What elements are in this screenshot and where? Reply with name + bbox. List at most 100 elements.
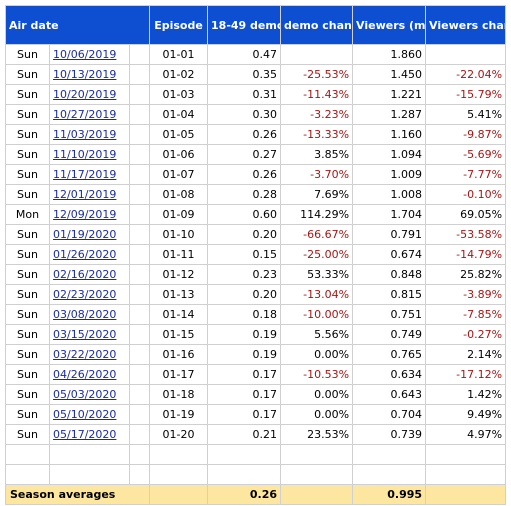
viewers-millions: 1.704 xyxy=(352,204,427,225)
demo-change: 7.69% xyxy=(280,184,354,205)
viewers-change: -15.79% xyxy=(425,84,507,105)
air-date-cell: 11/03/2019 xyxy=(49,124,130,145)
table-row: Sun 02/23/2020 01-13 0.20 -13.04% 0.815 -3.89% xyxy=(5,284,507,305)
blank-row xyxy=(5,444,507,465)
header-viewers[interactable]: Viewers (millions) xyxy=(352,5,427,45)
spacer-cell xyxy=(128,364,151,385)
air-date-link[interactable]: 11/17/2019 xyxy=(53,168,117,181)
viewers-millions: 0.765 xyxy=(352,344,427,365)
blank-cell xyxy=(49,464,130,485)
viewers-millions: 0.634 xyxy=(352,364,427,385)
ratings-table: Air date Episode 18-49 demo demo change … xyxy=(4,5,507,505)
viewers-millions: 1.450 xyxy=(352,64,427,85)
episode-number: 01-15 xyxy=(149,324,209,345)
demo-rating: 0.19 xyxy=(207,324,282,345)
header-demo-change[interactable]: demo change xyxy=(280,5,354,45)
air-date-link[interactable]: 01/26/2020 xyxy=(53,248,117,261)
air-date-cell: 12/09/2019 xyxy=(49,204,130,225)
air-date-link[interactable]: 11/03/2019 xyxy=(53,128,117,141)
header-viewers-change[interactable]: Viewers change xyxy=(425,5,507,45)
demo-rating: 0.26 xyxy=(207,124,282,145)
viewers-change: 9.49% xyxy=(425,404,507,425)
air-date-link[interactable]: 10/13/2019 xyxy=(53,68,117,81)
demo-change: -3.23% xyxy=(280,104,354,125)
air-day: Sun xyxy=(5,364,50,385)
air-date-link[interactable]: 10/06/2019 xyxy=(53,48,117,61)
table-row: Sun 05/03/2020 01-18 0.17 0.00% 0.643 1.42% xyxy=(5,384,507,405)
spacer-cell xyxy=(128,304,151,325)
blank-row xyxy=(5,464,507,485)
table-row: Sun 10/20/2019 01-03 0.31 -11.43% 1.221 -15.79… xyxy=(5,84,507,105)
blank-cell xyxy=(352,444,427,465)
blank-cell xyxy=(128,444,151,465)
blank-cell xyxy=(352,464,427,485)
demo-change: -25.00% xyxy=(280,244,354,265)
viewers-millions: 1.160 xyxy=(352,124,427,145)
table-row: Sun 05/10/2020 01-19 0.17 0.00% 0.704 9.49% xyxy=(5,404,507,425)
demo-rating: 0.17 xyxy=(207,364,282,385)
demo-change: -25.53% xyxy=(280,64,354,85)
air-date-link[interactable]: 04/26/2020 xyxy=(53,368,117,381)
demo-change xyxy=(280,44,354,65)
air-date-link[interactable]: 10/27/2019 xyxy=(53,108,117,121)
viewers-change: 2.14% xyxy=(425,344,507,365)
viewers-change: -9.87% xyxy=(425,124,507,145)
air-day: Sun xyxy=(5,64,50,85)
air-date-link[interactable]: 05/10/2020 xyxy=(53,408,117,421)
header-demo[interactable]: 18-49 demo xyxy=(207,5,282,45)
episode-number: 01-07 xyxy=(149,164,209,185)
table-row: Sun 03/22/2020 01-16 0.19 0.00% 0.765 2.14% xyxy=(5,344,507,365)
demo-rating: 0.26 xyxy=(207,164,282,185)
header-air-date[interactable]: Air date xyxy=(4,5,151,45)
table-body: Sun 10/06/2019 01-01 0.47 1.860 Sun 10/13/2019… xyxy=(5,44,507,445)
air-date-link[interactable]: 02/23/2020 xyxy=(53,288,117,301)
air-date-link[interactable]: 05/03/2020 xyxy=(53,388,117,401)
demo-rating: 0.18 xyxy=(207,304,282,325)
air-date-link[interactable]: 12/09/2019 xyxy=(53,208,117,221)
air-day: Sun xyxy=(5,424,50,445)
episode-number: 01-19 xyxy=(149,404,209,425)
spacer-cell xyxy=(128,324,151,345)
demo-change: -13.04% xyxy=(280,284,354,305)
blank-cell xyxy=(149,444,209,465)
air-date-link[interactable]: 02/16/2020 xyxy=(53,268,117,281)
air-date-link[interactable]: 05/17/2020 xyxy=(53,428,117,441)
episode-number: 01-13 xyxy=(149,284,209,305)
air-day: Sun xyxy=(5,44,50,65)
viewers-change: -7.85% xyxy=(425,304,507,325)
air-date-link[interactable]: 03/15/2020 xyxy=(53,328,117,341)
air-date-cell: 02/23/2020 xyxy=(49,284,130,305)
air-date-link[interactable]: 03/22/2020 xyxy=(53,348,117,361)
air-date-cell: 11/17/2019 xyxy=(49,164,130,185)
episode-number: 01-02 xyxy=(149,64,209,85)
viewers-millions: 0.749 xyxy=(352,324,427,345)
viewers-change: -22.04% xyxy=(425,64,507,85)
demo-rating: 0.47 xyxy=(207,44,282,65)
blank-cell xyxy=(49,444,130,465)
table-row: Sun 10/13/2019 01-02 0.35 -25.53% 1.450 -22.04… xyxy=(5,64,507,85)
air-date-cell: 05/03/2020 xyxy=(49,384,130,405)
air-date-link[interactable]: 10/20/2019 xyxy=(53,88,117,101)
episode-number: 01-04 xyxy=(149,104,209,125)
table-row: Sun 11/17/2019 01-07 0.26 -3.70% 1.009 -7.77% xyxy=(5,164,507,185)
demo-change: -13.33% xyxy=(280,124,354,145)
air-date-cell: 03/22/2020 xyxy=(49,344,130,365)
episode-number: 01-20 xyxy=(149,424,209,445)
demo-change: -10.00% xyxy=(280,304,354,325)
air-date-link[interactable]: 12/01/2019 xyxy=(53,188,117,201)
air-date-link[interactable]: 01/19/2020 xyxy=(53,228,117,241)
header-episode[interactable]: Episode xyxy=(149,5,209,45)
table-row: Sun 02/16/2020 01-12 0.23 53.33% 0.848 25.82% xyxy=(5,264,507,285)
air-date-link[interactable]: 03/08/2020 xyxy=(53,308,117,321)
demo-rating: 0.15 xyxy=(207,244,282,265)
viewers-millions: 0.704 xyxy=(352,404,427,425)
episode-number: 01-18 xyxy=(149,384,209,405)
viewers-millions: 0.848 xyxy=(352,264,427,285)
viewers-millions: 1.008 xyxy=(352,184,427,205)
air-date-link[interactable]: 11/10/2019 xyxy=(53,148,117,161)
demo-change: 53.33% xyxy=(280,264,354,285)
viewers-change: 1.42% xyxy=(425,384,507,405)
demo-rating: 0.20 xyxy=(207,224,282,245)
episode-number: 01-11 xyxy=(149,244,209,265)
demo-change: 0.00% xyxy=(280,404,354,425)
